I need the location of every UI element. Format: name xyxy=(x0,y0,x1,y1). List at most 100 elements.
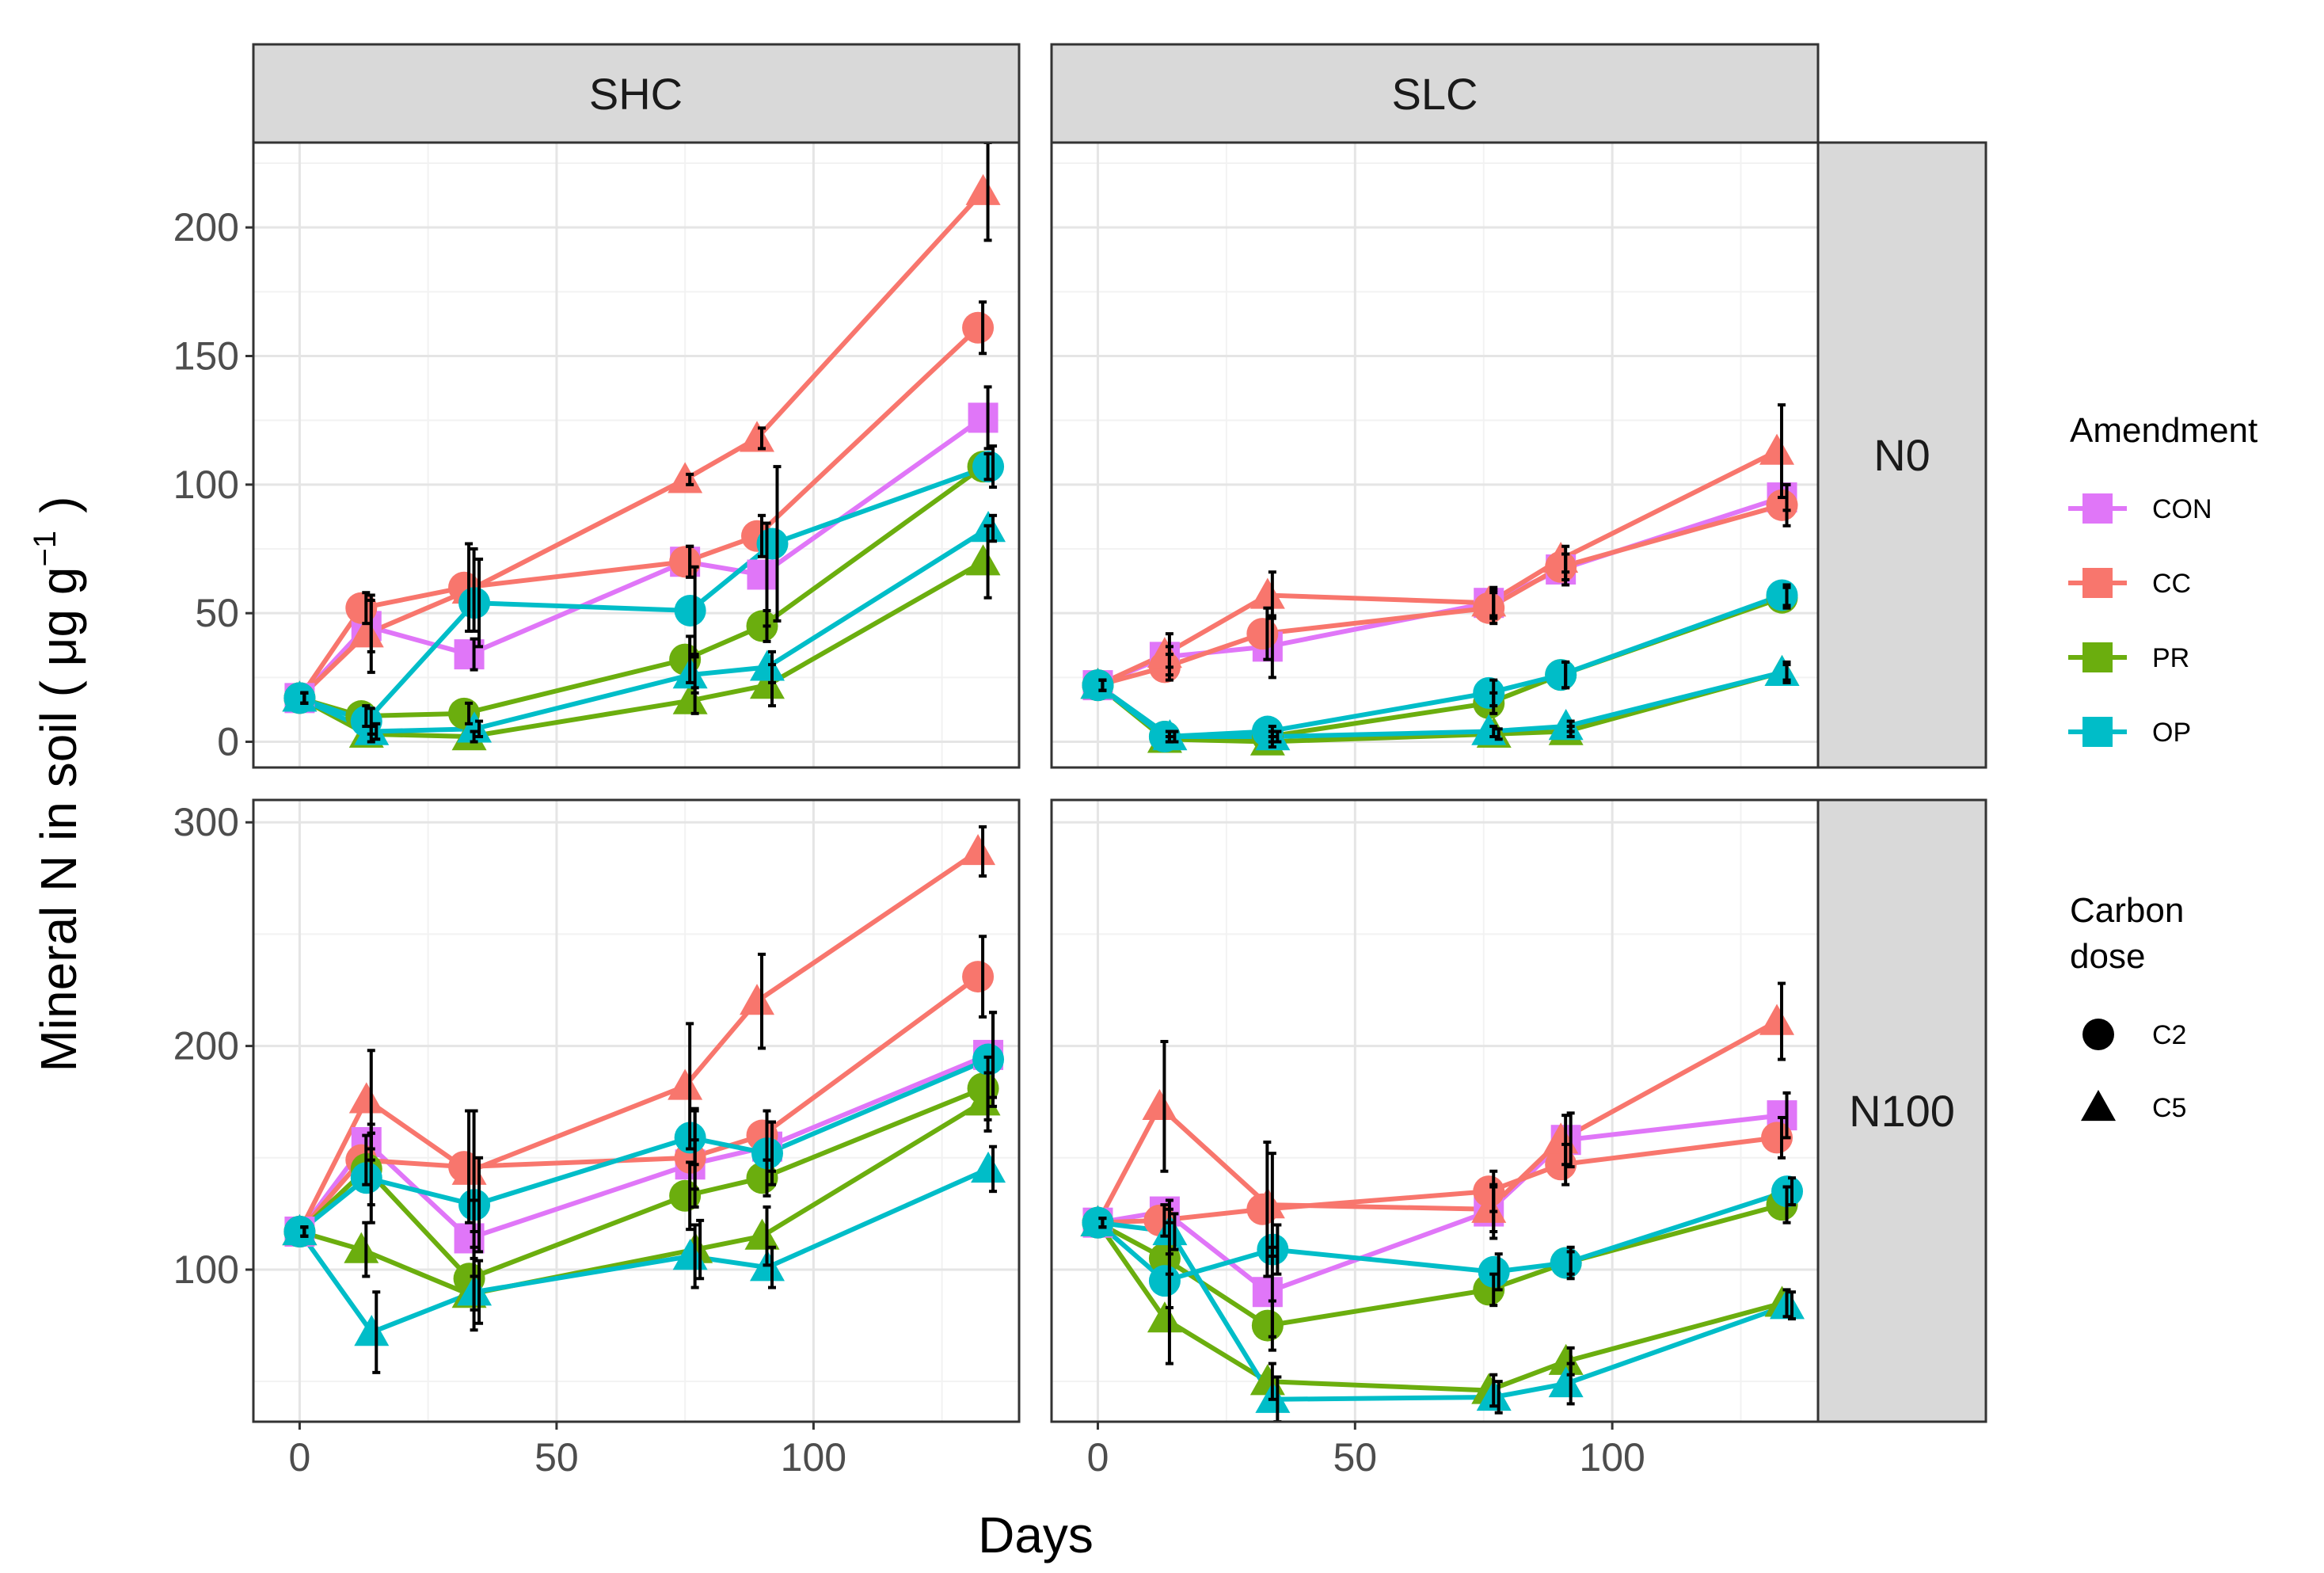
data-point-OP-C2 xyxy=(1545,659,1577,691)
y-axis-title-superscript: −1 xyxy=(28,531,63,567)
legend-key-circle xyxy=(2082,1019,2114,1050)
series-group xyxy=(282,143,1006,751)
data-point-OP-C2 xyxy=(1478,1255,1510,1288)
panel-SLC-N100 xyxy=(1050,798,1820,1423)
legend-label-c5: C5 xyxy=(2152,1093,2186,1123)
data-point-CC-C2 xyxy=(1766,489,1798,521)
series-group xyxy=(282,825,1006,1374)
legend-dose-title-line2: dose xyxy=(2070,937,2145,976)
data-point-CC-C5 xyxy=(348,1082,384,1114)
data-point-PR-C5 xyxy=(749,668,785,699)
legend-item-c5: C5 xyxy=(2081,1090,2186,1123)
legend-item-op: OP xyxy=(2068,717,2191,748)
legend-amendment-keys: CON CC PR OP xyxy=(2068,493,2212,748)
data-point-CC-C2 xyxy=(669,546,702,578)
data-point-PR-C5 xyxy=(965,544,1001,576)
facet-strips: SHC SLC N0 N100 xyxy=(252,43,1987,1423)
data-point-PR-C5 xyxy=(1548,1343,1584,1375)
panel-border xyxy=(1050,798,1820,1423)
legend-label-cc: CC xyxy=(2152,569,2191,599)
gridlines xyxy=(1052,143,1818,767)
legend-key-marker xyxy=(2082,642,2113,672)
legend-item-cc: CC xyxy=(2068,568,2191,599)
legend-key-marker xyxy=(2082,568,2113,598)
panel-background xyxy=(1052,800,1818,1422)
data-point-CC-C5 xyxy=(1471,585,1507,617)
legend-label-pr: PR xyxy=(2152,643,2189,673)
y-tick-label: 100 xyxy=(173,1247,239,1292)
x-axis-title: Days xyxy=(978,1506,1094,1563)
y-axis-title-main: Mineral N in soil ( μg g xyxy=(30,566,87,1072)
data-point-CC-C5 xyxy=(348,616,384,648)
data-point-CON-C2 xyxy=(968,402,998,433)
data-point-CC-C2 xyxy=(962,961,995,993)
axis-ticks: 0 50 100 150 200 100 200 300 0 50 100 0 50 100 xyxy=(173,205,1645,1480)
y-tick-label: 300 xyxy=(173,800,239,844)
data-point-OP-C5 xyxy=(457,711,493,743)
y-tick-label: 200 xyxy=(173,1024,239,1068)
series-group xyxy=(1080,403,1800,756)
strip-row-2-label: N100 xyxy=(1849,1086,1955,1136)
data-point-OP-C2 xyxy=(674,594,706,627)
data-point-CC-C5 xyxy=(1142,1088,1177,1121)
y-tick-label: 150 xyxy=(173,333,239,378)
data-point-OP-C5 xyxy=(1764,654,1800,687)
series-line-PR-C5 xyxy=(1096,1221,1783,1393)
data-point-PR-C2 xyxy=(1251,1309,1284,1342)
data-point-CC-C5 xyxy=(965,173,1001,205)
panel-border xyxy=(1050,141,1820,769)
legend-key-marker xyxy=(2082,717,2113,747)
series-line-CC-C5 xyxy=(297,849,979,1233)
series-line-OP-C5 xyxy=(297,1167,990,1335)
series-line-CC-C5 xyxy=(1095,1019,1778,1225)
legend-amendment-title: Amendment xyxy=(2070,411,2257,450)
panel-SLC-N0 xyxy=(1050,141,1820,769)
panels xyxy=(252,141,1820,1423)
strip-col-1 xyxy=(252,43,1021,144)
data-point-CC-C2 xyxy=(1246,618,1279,650)
legend-item-con: CON xyxy=(2068,493,2212,524)
data-point-OP-C2 xyxy=(1550,1247,1582,1279)
legend-label-con: CON xyxy=(2152,494,2212,524)
data-point-CC-C5 xyxy=(1543,542,1579,573)
panel-background xyxy=(253,143,1019,767)
data-point-CC-C5 xyxy=(960,833,996,866)
legend-key-marker xyxy=(2082,493,2113,524)
y-tick-label: 100 xyxy=(173,463,239,507)
strip-col-2 xyxy=(1050,43,1820,144)
x-tick-label: 50 xyxy=(1333,1435,1377,1480)
data-point-CC-C5 xyxy=(740,421,775,452)
panel-border xyxy=(252,798,1021,1423)
data-point-CC-C2 xyxy=(962,311,995,344)
panel-border xyxy=(252,141,1021,769)
data-point-CON-C2 xyxy=(747,559,778,590)
data-point-CC-C2 xyxy=(1761,1122,1793,1154)
legend-item-c2: C2 xyxy=(2082,1019,2186,1050)
y-axis-title: Mineral N in soil ( μg g−1) xyxy=(28,497,87,1072)
data-point-CON-C2 xyxy=(1252,1277,1283,1308)
legend-dose-title-line1: Carbon xyxy=(2070,891,2184,930)
data-point-OP-C5 xyxy=(971,1151,1006,1183)
data-point-PR-C5 xyxy=(344,1232,379,1263)
data-point-OP-C5 xyxy=(354,1315,390,1346)
data-point-PR-C2 xyxy=(746,610,778,642)
legend-label-op: OP xyxy=(2152,718,2191,748)
legend: Amendment CON CC PR OP Carbon dose C2 C5 xyxy=(2068,411,2257,1123)
data-point-OP-C5 xyxy=(1548,1365,1584,1398)
data-point-CC-C5 xyxy=(1147,637,1182,668)
y-tick-label: 0 xyxy=(217,720,239,764)
data-point-PR-C5 xyxy=(1147,1301,1182,1333)
data-point-OP-C2 xyxy=(1148,1265,1181,1297)
data-point-PR-C5 xyxy=(744,1218,780,1250)
strip-row-1 xyxy=(1816,141,1987,769)
data-point-OP-C2 xyxy=(1766,579,1798,611)
x-tick-label: 100 xyxy=(781,1435,846,1480)
data-point-CC-C5 xyxy=(668,1068,703,1100)
y-axis-title-close: ) xyxy=(30,497,87,513)
series-group xyxy=(1080,981,1805,1422)
data-point-CC-C5 xyxy=(740,984,775,1015)
data-point-OP-C2 xyxy=(1473,676,1505,709)
strip-row-1-label: N0 xyxy=(1873,430,1930,480)
data-point-CC-C5 xyxy=(1759,1004,1795,1035)
